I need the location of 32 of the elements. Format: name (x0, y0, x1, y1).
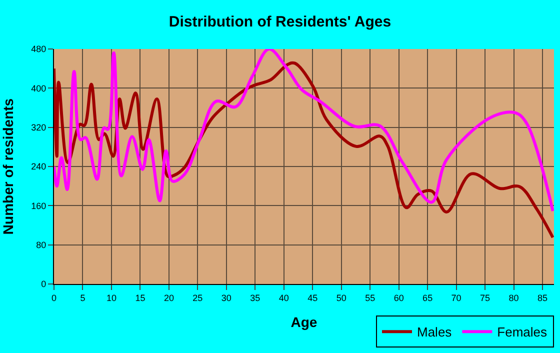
x-tick-label: 60 (394, 292, 404, 303)
x-tick-label: 10 (106, 292, 116, 303)
x-tick-label: 0 (51, 292, 57, 303)
y-tick-label: 80 (36, 240, 46, 250)
x-tick-label: 30 (221, 292, 232, 303)
y-tick-label: 0 (41, 279, 46, 290)
line-series (54, 62, 554, 239)
x-axis-title: Age (290, 314, 318, 330)
x-tick-label: 65 (422, 292, 433, 303)
x-tick-label: 50 (336, 292, 346, 303)
x-tick-label: 85 (538, 292, 548, 303)
x-tick-label: 40 (278, 292, 289, 303)
x-tick-label: 25 (192, 292, 203, 303)
x-tick-label: 15 (135, 292, 146, 303)
x-tick-label: 80 (508, 292, 519, 303)
x-tick-label: 5 (80, 292, 86, 303)
y-tick-label: 400 (31, 83, 46, 94)
chart-title: Distribution of Residents' Ages (168, 13, 392, 30)
x-tick-label: 75 (480, 292, 490, 303)
y-tick-label: 240 (31, 162, 46, 172)
y-axis-title: Number of residents (0, 98, 16, 235)
y-tick-label: 480 (31, 44, 46, 54)
x-tick-label: 55 (365, 292, 376, 303)
x-tick-label: 45 (308, 292, 318, 303)
y-tick-label: 160 (31, 200, 46, 211)
x-tick-label: 70 (451, 292, 462, 303)
legend-label: Females (497, 324, 548, 340)
x-tick-label: 20 (164, 292, 174, 303)
y-tick-label: 320 (31, 122, 46, 132)
line-series (54, 49, 554, 213)
x-tick-label: 35 (250, 292, 260, 303)
legend-label: Males (417, 324, 452, 340)
